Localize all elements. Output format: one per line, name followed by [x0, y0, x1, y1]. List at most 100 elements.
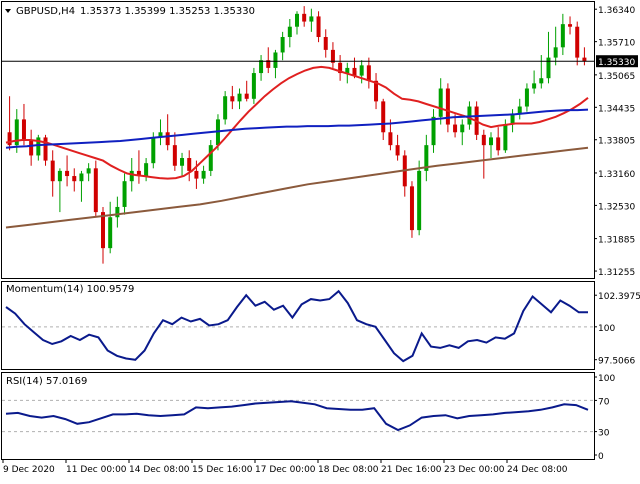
candle-body [72, 176, 77, 182]
price-tick-label: 1.31255 [598, 268, 635, 278]
candle-body [481, 134, 486, 146]
momentum-title: Momentum(14) 100.9579 [6, 284, 134, 295]
price-tick-label: 1.35065 [598, 72, 635, 82]
rsi-title: RSI(14) 57.0169 [6, 376, 87, 387]
candle-body [65, 170, 70, 177]
candle-body [201, 170, 206, 179]
rsi-tick-label: 30 [598, 429, 610, 439]
candle-body [366, 65, 371, 81]
candle-body [359, 65, 364, 76]
main-chart-area [2, 6, 594, 264]
candle-body [302, 13, 307, 22]
candle-body [129, 170, 134, 182]
candle-body [524, 88, 529, 107]
ma-slow-line [5, 146, 589, 229]
candle-body [295, 13, 299, 27]
candle-body [323, 37, 328, 50]
price-tick-label: 1.35710 [598, 39, 635, 49]
time-tick-label: 9 Dec 2020 [3, 465, 55, 475]
candle-body [115, 206, 120, 218]
candle-body [316, 16, 321, 38]
rsi-tick-label: 70 [598, 397, 610, 407]
candle-body [553, 47, 558, 58]
price-tick-label: 1.33160 [598, 170, 635, 180]
candle-body [395, 145, 400, 156]
candle-body [460, 124, 465, 133]
candle-body [266, 60, 271, 68]
candle-body [453, 124, 458, 133]
time-tick-label: 18 Dec 08:00 [318, 465, 379, 475]
current-price-box [596, 55, 638, 68]
momentum-panel-frame [1, 281, 595, 370]
candle-body [158, 132, 163, 138]
candle-body [251, 73, 256, 99]
candle-body [568, 24, 573, 27]
current-price-label: 1.35330 [598, 58, 635, 68]
price-tick-label: 1.32530 [598, 202, 635, 212]
candle-body [388, 132, 393, 146]
candle-body [230, 96, 235, 102]
time-tick-label: 15 Dec 16:00 [192, 465, 253, 475]
candle-body [194, 170, 199, 179]
candle-body [381, 101, 386, 133]
candle-body [259, 60, 264, 74]
candle-body [187, 158, 192, 171]
candle-body [338, 62, 343, 74]
candle-body [517, 106, 522, 115]
candle-body [29, 140, 34, 156]
header-ohlc: 1.35373 1.35399 1.35253 1.35330 [80, 6, 255, 17]
candle-body [445, 88, 450, 125]
momentum-tick-label: 100 [598, 324, 615, 334]
rsi-tick-label: 0 [598, 452, 604, 462]
candle-body [287, 26, 292, 38]
candle-body [7, 132, 12, 146]
momentum-tick-label: 97.5066 [598, 357, 635, 367]
rsi-line [5, 400, 589, 432]
candle-body [21, 119, 26, 140]
candle-body [560, 24, 565, 48]
candle-body [223, 96, 228, 120]
time-tick-label: 11 Dec 00:00 [66, 465, 127, 475]
candle-body [503, 124, 508, 151]
candle-body [424, 145, 429, 171]
candle-body [575, 26, 580, 58]
candle-body [532, 83, 537, 89]
candle-body [330, 49, 335, 63]
candle-body [417, 170, 422, 231]
rsi-tick-label: 100 [598, 374, 615, 384]
candle-body [101, 212, 105, 249]
candle-body [144, 163, 149, 177]
candle-body [79, 173, 84, 182]
ma-fast-line [5, 65, 589, 180]
momentum-chart-area [2, 289, 594, 363]
candle-body [86, 168, 91, 174]
candle-body [57, 170, 62, 182]
candle-body [180, 158, 185, 166]
time-tick-label: 23 Dec 00:00 [444, 465, 505, 475]
candle-body [539, 78, 544, 84]
candle-body [43, 137, 48, 161]
candle-body [352, 67, 357, 76]
price-tick-label: 1.33805 [598, 137, 635, 147]
candle-body [582, 57, 587, 62]
candle-body [438, 88, 443, 117]
candle-body [280, 37, 285, 53]
candle-body [93, 168, 98, 213]
header-symbol: GBPUSD,H4 [16, 6, 75, 17]
header-triangle-icon[interactable] [5, 9, 11, 13]
candle-body [14, 119, 19, 146]
rsi-chart-area [2, 399, 594, 433]
candle-body [546, 57, 551, 79]
candle-body [431, 116, 436, 146]
candle-body [165, 132, 170, 146]
candle-body [244, 93, 249, 99]
candle-body [36, 137, 41, 156]
candle-body [496, 137, 501, 151]
candle-body [489, 137, 493, 146]
rsi-panel-frame [1, 372, 595, 460]
time-tick-label: 17 Dec 00:00 [255, 465, 316, 475]
time-tick-label: 24 Dec 08:00 [507, 465, 568, 475]
axis-labels: 1.36340 1.35710 1.35065 1.34435 1.33805 1.331… [2, 6, 640, 475]
